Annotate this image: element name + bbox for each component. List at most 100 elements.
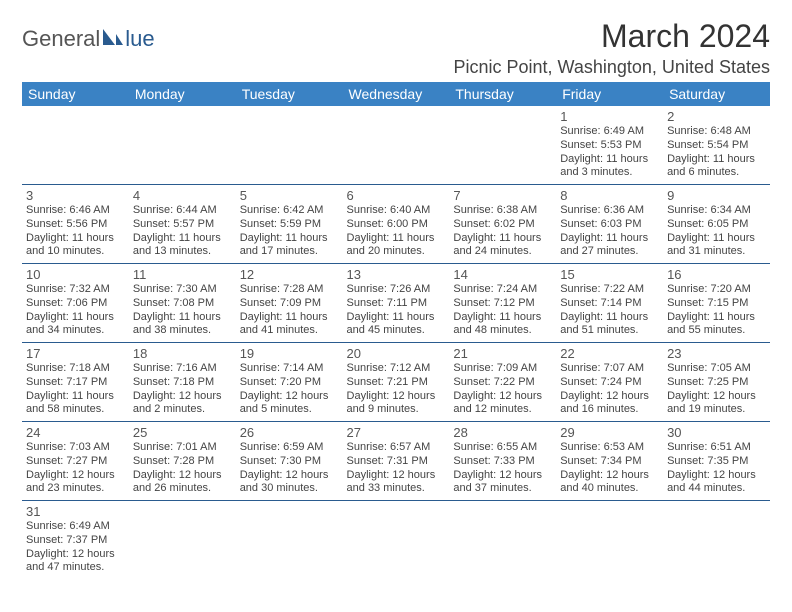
sunrise-text: Sunrise: 7:18 AM bbox=[26, 362, 125, 376]
day-number: 14 bbox=[453, 267, 552, 282]
day-number: 9 bbox=[667, 188, 766, 203]
daylight-text: Daylight: 11 hours and 20 minutes. bbox=[347, 232, 446, 260]
calendar-empty-cell bbox=[663, 501, 770, 580]
daylight-text: Daylight: 12 hours and 40 minutes. bbox=[560, 469, 659, 497]
day-number: 19 bbox=[240, 346, 339, 361]
calendar-day-cell: 29Sunrise: 6:53 AMSunset: 7:34 PMDayligh… bbox=[556, 422, 663, 501]
daylight-text: Daylight: 11 hours and 34 minutes. bbox=[26, 311, 125, 339]
calendar-day-cell: 24Sunrise: 7:03 AMSunset: 7:27 PMDayligh… bbox=[22, 422, 129, 501]
sunrise-text: Sunrise: 7:09 AM bbox=[453, 362, 552, 376]
calendar-week-row: 24Sunrise: 7:03 AMSunset: 7:27 PMDayligh… bbox=[22, 422, 770, 501]
weekday-header-row: SundayMondayTuesdayWednesdayThursdayFrid… bbox=[22, 82, 770, 106]
sunrise-text: Sunrise: 6:44 AM bbox=[133, 204, 232, 218]
day-info: Sunrise: 6:42 AMSunset: 5:59 PMDaylight:… bbox=[240, 204, 339, 259]
weekday-header: Thursday bbox=[449, 82, 556, 106]
day-info: Sunrise: 6:59 AMSunset: 7:30 PMDaylight:… bbox=[240, 441, 339, 496]
calendar-day-cell: 4Sunrise: 6:44 AMSunset: 5:57 PMDaylight… bbox=[129, 185, 236, 264]
calendar-day-cell: 18Sunrise: 7:16 AMSunset: 7:18 PMDayligh… bbox=[129, 343, 236, 422]
sunset-text: Sunset: 7:25 PM bbox=[667, 376, 766, 390]
daylight-text: Daylight: 11 hours and 45 minutes. bbox=[347, 311, 446, 339]
sunset-text: Sunset: 7:27 PM bbox=[26, 455, 125, 469]
calendar-empty-cell bbox=[129, 501, 236, 580]
calendar-day-cell: 5Sunrise: 6:42 AMSunset: 5:59 PMDaylight… bbox=[236, 185, 343, 264]
sunrise-text: Sunrise: 7:05 AM bbox=[667, 362, 766, 376]
sunrise-text: Sunrise: 7:07 AM bbox=[560, 362, 659, 376]
day-info: Sunrise: 7:07 AMSunset: 7:24 PMDaylight:… bbox=[560, 362, 659, 417]
day-number: 26 bbox=[240, 425, 339, 440]
sunrise-text: Sunrise: 7:12 AM bbox=[347, 362, 446, 376]
day-number: 20 bbox=[347, 346, 446, 361]
day-info: Sunrise: 6:53 AMSunset: 7:34 PMDaylight:… bbox=[560, 441, 659, 496]
sunset-text: Sunset: 7:09 PM bbox=[240, 297, 339, 311]
day-number: 23 bbox=[667, 346, 766, 361]
calendar-empty-cell bbox=[343, 501, 450, 580]
day-number: 4 bbox=[133, 188, 232, 203]
calendar-week-row: 17Sunrise: 7:18 AMSunset: 7:17 PMDayligh… bbox=[22, 343, 770, 422]
calendar-day-cell: 13Sunrise: 7:26 AMSunset: 7:11 PMDayligh… bbox=[343, 264, 450, 343]
daylight-text: Daylight: 11 hours and 24 minutes. bbox=[453, 232, 552, 260]
calendar-day-cell: 31Sunrise: 6:49 AMSunset: 7:37 PMDayligh… bbox=[22, 501, 129, 580]
day-info: Sunrise: 6:38 AMSunset: 6:02 PMDaylight:… bbox=[453, 204, 552, 259]
day-number: 17 bbox=[26, 346, 125, 361]
calendar-empty-cell bbox=[236, 501, 343, 580]
weekday-header: Sunday bbox=[22, 82, 129, 106]
calendar-day-cell: 10Sunrise: 7:32 AMSunset: 7:06 PMDayligh… bbox=[22, 264, 129, 343]
weekday-header: Tuesday bbox=[236, 82, 343, 106]
day-info: Sunrise: 6:44 AMSunset: 5:57 PMDaylight:… bbox=[133, 204, 232, 259]
day-number: 29 bbox=[560, 425, 659, 440]
calendar-day-cell: 2Sunrise: 6:48 AMSunset: 5:54 PMDaylight… bbox=[663, 106, 770, 185]
sunrise-text: Sunrise: 6:42 AM bbox=[240, 204, 339, 218]
sunset-text: Sunset: 7:24 PM bbox=[560, 376, 659, 390]
sunrise-text: Sunrise: 7:16 AM bbox=[133, 362, 232, 376]
sunset-text: Sunset: 5:54 PM bbox=[667, 139, 766, 153]
sunrise-text: Sunrise: 7:24 AM bbox=[453, 283, 552, 297]
sunset-text: Sunset: 7:21 PM bbox=[347, 376, 446, 390]
sunset-text: Sunset: 7:33 PM bbox=[453, 455, 552, 469]
sunrise-text: Sunrise: 7:14 AM bbox=[240, 362, 339, 376]
day-info: Sunrise: 6:36 AMSunset: 6:03 PMDaylight:… bbox=[560, 204, 659, 259]
calendar-day-cell: 21Sunrise: 7:09 AMSunset: 7:22 PMDayligh… bbox=[449, 343, 556, 422]
daylight-text: Daylight: 11 hours and 3 minutes. bbox=[560, 153, 659, 181]
calendar-day-cell: 9Sunrise: 6:34 AMSunset: 6:05 PMDaylight… bbox=[663, 185, 770, 264]
calendar-day-cell: 28Sunrise: 6:55 AMSunset: 7:33 PMDayligh… bbox=[449, 422, 556, 501]
sunrise-text: Sunrise: 7:01 AM bbox=[133, 441, 232, 455]
day-number: 8 bbox=[560, 188, 659, 203]
daylight-text: Daylight: 12 hours and 9 minutes. bbox=[347, 390, 446, 418]
sunset-text: Sunset: 6:00 PM bbox=[347, 218, 446, 232]
sunset-text: Sunset: 5:59 PM bbox=[240, 218, 339, 232]
calendar-day-cell: 16Sunrise: 7:20 AMSunset: 7:15 PMDayligh… bbox=[663, 264, 770, 343]
daylight-text: Daylight: 12 hours and 30 minutes. bbox=[240, 469, 339, 497]
sunrise-text: Sunrise: 6:51 AM bbox=[667, 441, 766, 455]
sunset-text: Sunset: 7:22 PM bbox=[453, 376, 552, 390]
daylight-text: Daylight: 11 hours and 31 minutes. bbox=[667, 232, 766, 260]
day-number: 3 bbox=[26, 188, 125, 203]
calendar-day-cell: 17Sunrise: 7:18 AMSunset: 7:17 PMDayligh… bbox=[22, 343, 129, 422]
day-info: Sunrise: 6:55 AMSunset: 7:33 PMDaylight:… bbox=[453, 441, 552, 496]
daylight-text: Daylight: 12 hours and 44 minutes. bbox=[667, 469, 766, 497]
calendar-week-row: 10Sunrise: 7:32 AMSunset: 7:06 PMDayligh… bbox=[22, 264, 770, 343]
weekday-header: Wednesday bbox=[343, 82, 450, 106]
calendar-table: SundayMondayTuesdayWednesdayThursdayFrid… bbox=[22, 82, 770, 579]
sunrise-text: Sunrise: 6:48 AM bbox=[667, 125, 766, 139]
daylight-text: Daylight: 12 hours and 5 minutes. bbox=[240, 390, 339, 418]
sunset-text: Sunset: 7:20 PM bbox=[240, 376, 339, 390]
daylight-text: Daylight: 12 hours and 16 minutes. bbox=[560, 390, 659, 418]
sunset-text: Sunset: 5:53 PM bbox=[560, 139, 659, 153]
logo-text-blue: lue bbox=[125, 26, 154, 52]
daylight-text: Daylight: 11 hours and 58 minutes. bbox=[26, 390, 125, 418]
day-number: 5 bbox=[240, 188, 339, 203]
day-info: Sunrise: 7:01 AMSunset: 7:28 PMDaylight:… bbox=[133, 441, 232, 496]
day-number: 18 bbox=[133, 346, 232, 361]
calendar-week-row: 1Sunrise: 6:49 AMSunset: 5:53 PMDaylight… bbox=[22, 106, 770, 185]
day-number: 27 bbox=[347, 425, 446, 440]
day-info: Sunrise: 7:05 AMSunset: 7:25 PMDaylight:… bbox=[667, 362, 766, 417]
sunset-text: Sunset: 7:11 PM bbox=[347, 297, 446, 311]
sunrise-text: Sunrise: 6:40 AM bbox=[347, 204, 446, 218]
day-number: 31 bbox=[26, 504, 125, 519]
day-number: 15 bbox=[560, 267, 659, 282]
day-number: 12 bbox=[240, 267, 339, 282]
daylight-text: Daylight: 11 hours and 55 minutes. bbox=[667, 311, 766, 339]
day-number: 2 bbox=[667, 109, 766, 124]
weekday-header: Saturday bbox=[663, 82, 770, 106]
logo: General lue bbox=[22, 18, 155, 52]
